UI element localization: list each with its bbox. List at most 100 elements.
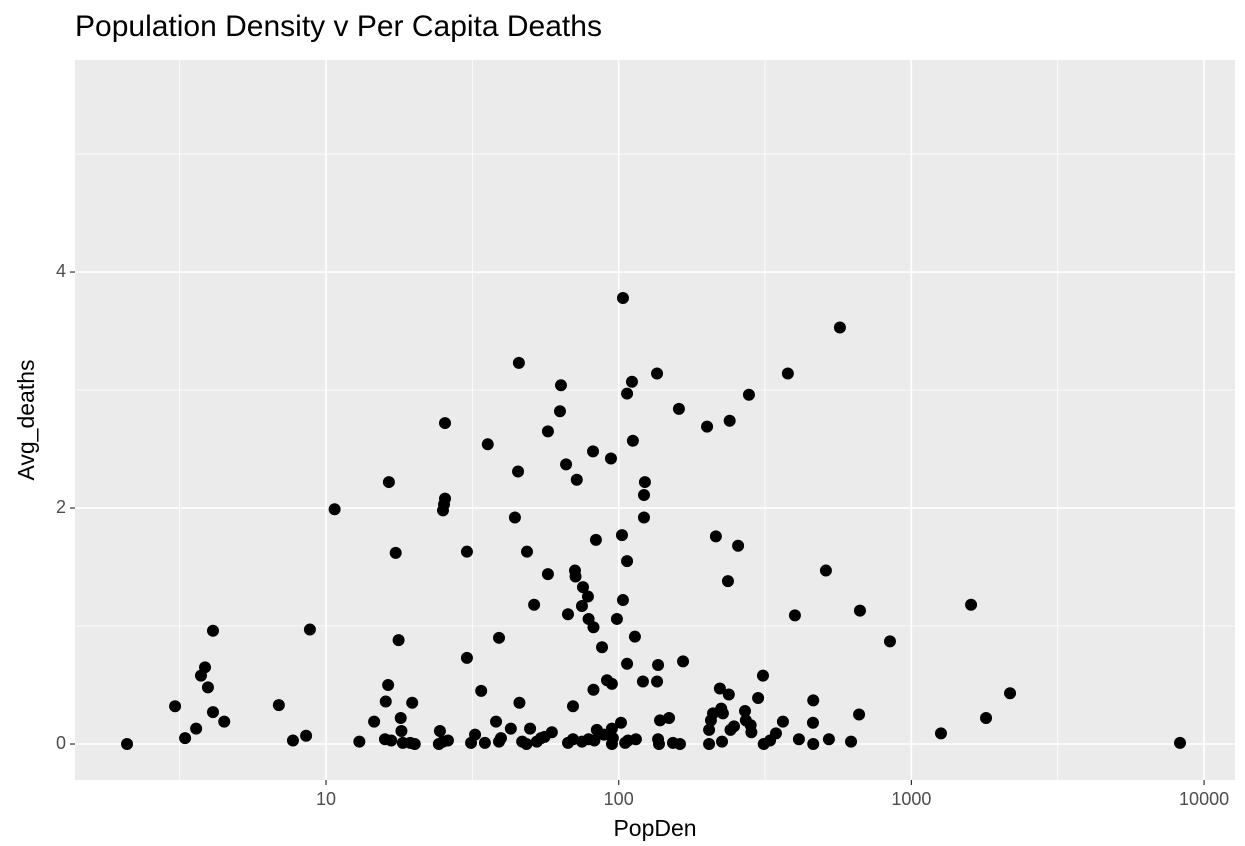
point [504, 722, 517, 735]
point [672, 402, 685, 415]
point [206, 624, 219, 637]
point [756, 669, 769, 682]
point [272, 699, 285, 712]
point [512, 465, 525, 478]
point [382, 476, 395, 489]
point [883, 635, 896, 648]
y-axis-title: Avg_deaths [13, 359, 39, 480]
point [460, 545, 473, 558]
point [587, 621, 600, 634]
point [716, 707, 729, 720]
point [490, 715, 503, 728]
point [561, 608, 574, 621]
point [286, 734, 299, 747]
point [389, 546, 402, 559]
point [439, 417, 452, 430]
point [406, 696, 419, 709]
point [615, 529, 628, 542]
point [621, 657, 634, 670]
point [651, 675, 664, 688]
x-tick-label: 1000 [891, 789, 931, 809]
point [716, 735, 729, 748]
point [626, 434, 639, 447]
point [723, 414, 736, 427]
point [621, 555, 634, 568]
point [652, 738, 665, 751]
point [703, 723, 716, 736]
point [581, 590, 594, 603]
x-tick-label: 100 [604, 789, 634, 809]
point [382, 679, 395, 692]
chart-title: Population Density v Per Capita Deaths [75, 10, 602, 43]
point [508, 511, 521, 524]
point [570, 473, 583, 486]
x-tick-label: 10 [316, 789, 336, 809]
point [513, 696, 526, 709]
point [481, 438, 494, 451]
point [732, 539, 745, 552]
point [610, 612, 623, 625]
point [625, 375, 638, 388]
point [394, 712, 407, 725]
point [980, 712, 993, 725]
point [822, 733, 835, 746]
point [605, 677, 618, 690]
point [169, 700, 182, 713]
point [524, 722, 537, 735]
point [807, 694, 820, 707]
point [807, 738, 820, 751]
point [934, 727, 947, 740]
point [788, 609, 801, 622]
point [677, 655, 690, 668]
point [701, 420, 714, 433]
point [575, 599, 588, 612]
point [776, 715, 789, 728]
point [494, 732, 507, 745]
point [201, 681, 214, 694]
point [589, 533, 602, 546]
point [596, 641, 609, 654]
point [769, 727, 782, 740]
point [439, 492, 452, 505]
point [190, 722, 203, 735]
point [713, 682, 726, 695]
point [512, 356, 525, 369]
point [218, 715, 231, 728]
y-tick-label: 2 [56, 497, 66, 517]
point [569, 570, 582, 583]
point [199, 661, 212, 674]
point [605, 722, 618, 735]
point [637, 511, 650, 524]
point [745, 726, 758, 739]
point [541, 568, 554, 581]
point [576, 581, 589, 594]
point [616, 291, 629, 304]
point [300, 729, 313, 742]
x-tick-label: 10000 [1179, 789, 1229, 809]
point [541, 425, 554, 438]
point [328, 503, 341, 516]
point [742, 388, 755, 401]
y-tick-label: 0 [56, 733, 66, 753]
point [441, 734, 454, 747]
point [528, 598, 541, 611]
point [553, 405, 566, 418]
point [385, 734, 398, 747]
point [433, 725, 446, 738]
point [588, 734, 601, 747]
point [637, 489, 650, 502]
point [638, 476, 651, 489]
point [703, 738, 716, 751]
point [673, 738, 686, 751]
point [460, 651, 473, 664]
point [727, 720, 740, 733]
point [739, 704, 752, 717]
point [303, 623, 316, 636]
point [560, 458, 573, 471]
point [722, 688, 735, 701]
point [965, 598, 978, 611]
panel [75, 60, 1235, 780]
y-tick-label: 4 [56, 261, 66, 281]
point [621, 387, 634, 400]
